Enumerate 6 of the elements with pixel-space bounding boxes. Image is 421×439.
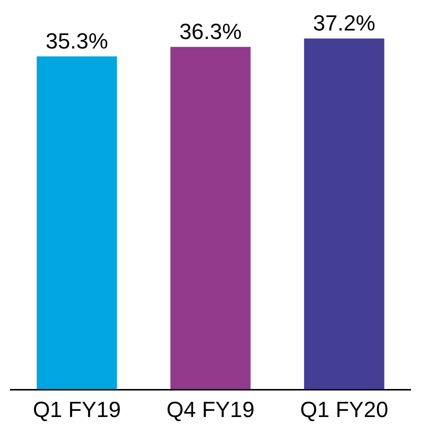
data-label: 35.3% xyxy=(46,28,108,54)
x-tick-label: Q1 FY19 xyxy=(32,396,121,422)
x-tick-label: Q1 FY20 xyxy=(300,396,388,422)
data-label: 37.2% xyxy=(312,10,376,36)
data-label: 36.3% xyxy=(179,18,242,44)
x-tick-label: Q4 FY19 xyxy=(166,396,255,422)
